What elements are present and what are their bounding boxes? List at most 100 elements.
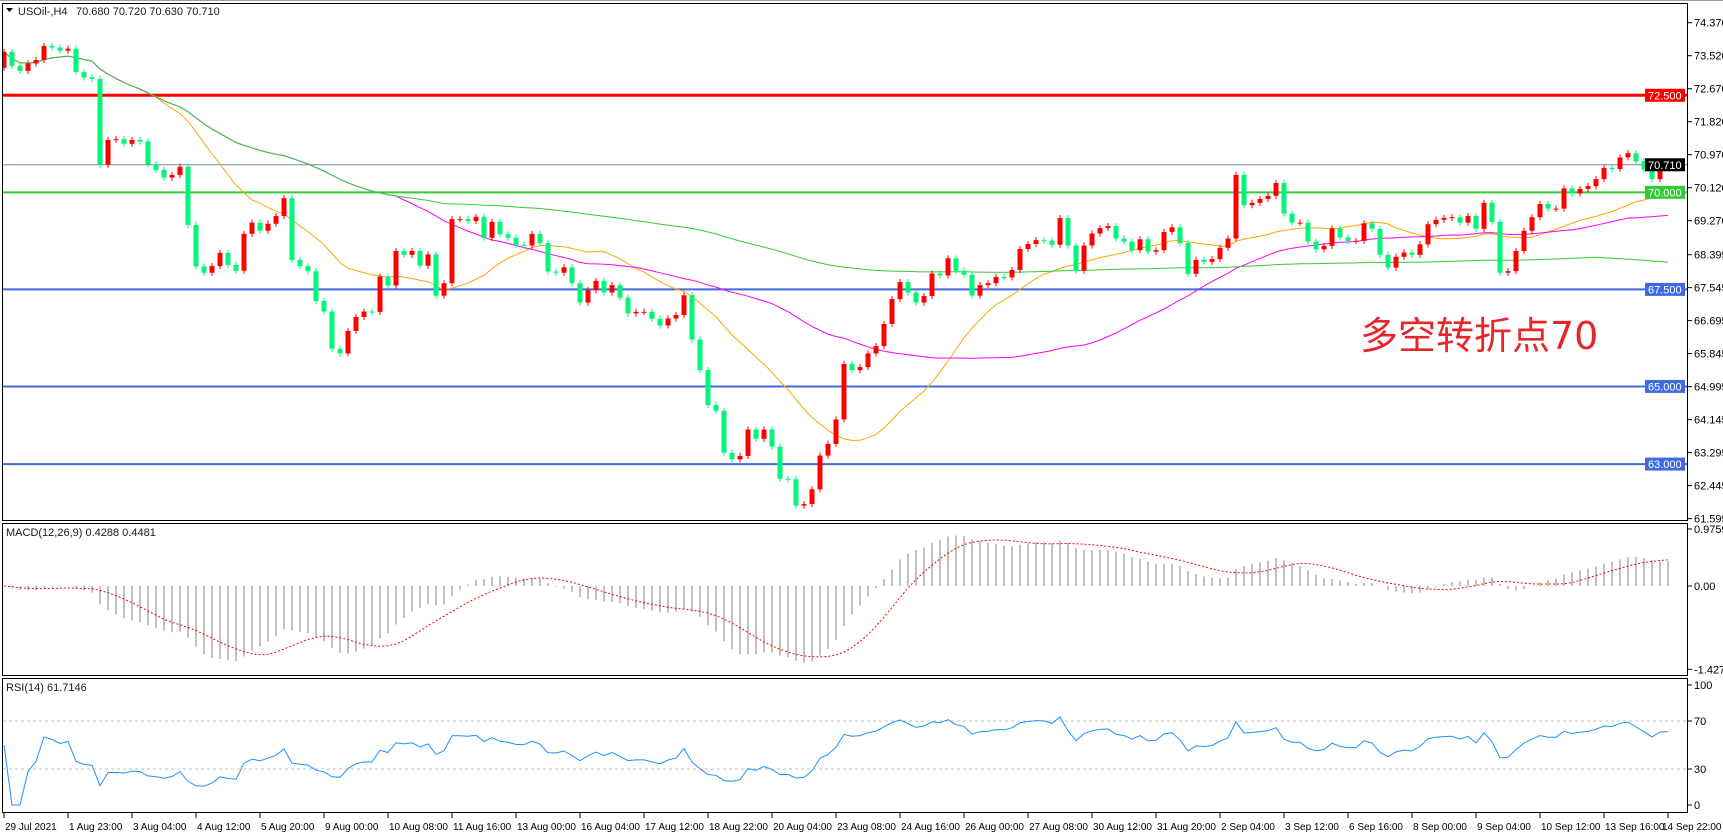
candle: [801, 500, 807, 509]
candle: [193, 221, 199, 270]
candle-body: [1585, 186, 1591, 189]
time-axis-label: 29 Jul 2021: [5, 822, 57, 833]
candle-body: [1097, 228, 1103, 234]
candle-body: [585, 290, 591, 303]
candle-body: [945, 258, 951, 276]
candle: [153, 161, 159, 173]
candle: [1633, 150, 1639, 165]
price-axis-label: 64.145: [1694, 415, 1723, 427]
candle-body: [233, 264, 239, 271]
current-price-box: [1645, 158, 1685, 172]
candle-body: [257, 222, 263, 231]
candle-body: [1641, 161, 1647, 170]
annotation-text: 多空转折点70: [1360, 314, 1598, 358]
candle-body: [1649, 169, 1655, 180]
candle-body: [1361, 223, 1367, 241]
candle: [289, 195, 295, 263]
candle: [425, 251, 431, 269]
candle-body: [777, 446, 783, 479]
candle-body: [1273, 183, 1279, 196]
candle: [1425, 221, 1431, 248]
candle-body: [1145, 239, 1151, 252]
candle-body: [913, 292, 919, 303]
candle-body: [297, 259, 303, 267]
candle-body: [449, 219, 455, 284]
candle-body: [1353, 240, 1359, 242]
time-axis-label: 11 Aug 16:00: [453, 822, 512, 833]
candle: [993, 273, 999, 287]
dropdown-triangle-icon[interactable]: [6, 8, 13, 12]
candle: [561, 264, 567, 276]
current-price-label: 70.710: [1648, 160, 1682, 172]
candle-body: [785, 478, 791, 480]
candle: [217, 249, 223, 270]
candle: [1537, 200, 1543, 221]
candle: [233, 261, 239, 274]
candle: [1225, 235, 1231, 251]
rsi-axis-label: 0: [1694, 800, 1700, 812]
price-axis-label: 70.120: [1694, 183, 1723, 195]
candle: [961, 267, 967, 278]
candle-body: [625, 297, 631, 314]
candle: [1529, 214, 1535, 234]
macd-axis-label: 0.9759: [1694, 524, 1723, 536]
candle-body: [1329, 228, 1335, 246]
candle-body: [105, 139, 111, 165]
candle-body: [641, 311, 647, 313]
candle: [345, 327, 351, 357]
candle-body: [1225, 238, 1231, 248]
candle: [1193, 256, 1199, 277]
candle-body: [1521, 230, 1527, 251]
candle-body: [1457, 217, 1463, 223]
candle-body: [809, 489, 815, 505]
candle: [1113, 223, 1119, 242]
candle-body: [425, 254, 431, 266]
price-axis-label: 70.970: [1694, 150, 1723, 162]
price-axis-label: 65.845: [1694, 349, 1723, 361]
candle: [1057, 214, 1063, 248]
candle-body: [601, 280, 607, 293]
candle-body: [873, 346, 879, 354]
candle: [1217, 244, 1223, 263]
candle: [1569, 185, 1575, 197]
candle: [1401, 249, 1407, 260]
candle: [1577, 185, 1583, 197]
candle: [329, 308, 335, 352]
candle: [1345, 234, 1351, 244]
candle: [313, 268, 319, 305]
time-axis-label: 31 Aug 20:00: [1157, 822, 1216, 833]
candle-body: [1073, 245, 1079, 271]
candle-body: [481, 216, 487, 238]
candle-body: [1321, 245, 1327, 250]
candle: [1073, 242, 1079, 274]
price-axis-label: 68.395: [1694, 250, 1723, 262]
candle: [1145, 236, 1151, 255]
rsi-line: [3, 716, 1669, 806]
candle-body: [33, 59, 39, 64]
candle-body: [1201, 259, 1207, 262]
candle: [1289, 210, 1295, 226]
candle-body: [841, 363, 847, 420]
candle: [1361, 220, 1367, 244]
candle: [609, 282, 615, 296]
candle-body: [1313, 241, 1319, 250]
candle-body: [1577, 188, 1583, 194]
candle-body: [1129, 241, 1135, 251]
candle: [1521, 227, 1527, 255]
level-price-label: 70.000: [1648, 187, 1682, 199]
candle-body: [1089, 233, 1095, 246]
candle: [265, 220, 271, 234]
candle: [769, 426, 775, 450]
candle-body: [361, 311, 367, 317]
rsi-pane[interactable]: [2, 678, 1688, 813]
candle-body: [1289, 213, 1295, 223]
candle-body: [1513, 250, 1519, 272]
candle: [225, 249, 231, 269]
candle: [1153, 247, 1159, 255]
candle-body: [1529, 217, 1535, 231]
candle-body: [1609, 167, 1615, 170]
candle-body: [1209, 259, 1215, 262]
time-axis-label: 23 Aug 08:00: [837, 822, 896, 833]
candle-body: [1249, 202, 1255, 206]
